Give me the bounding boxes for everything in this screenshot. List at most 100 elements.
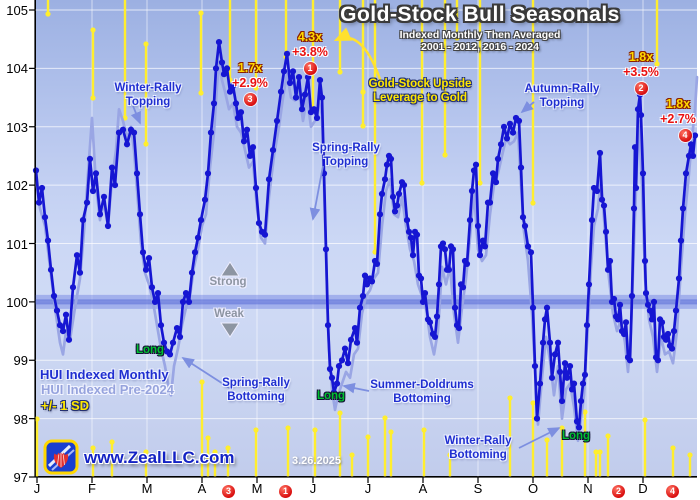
- data-point: [577, 398, 585, 405]
- data-point: [417, 275, 425, 282]
- data-point: [376, 211, 384, 218]
- data-point: [223, 65, 231, 72]
- sd-endpoint: [90, 95, 96, 101]
- data-point: [476, 252, 484, 259]
- data-point: [322, 246, 330, 253]
- data-point: [541, 316, 549, 323]
- data-point: [395, 190, 403, 197]
- weak-down-arrow-icon: [220, 322, 240, 338]
- sd-endpoint: [593, 449, 599, 455]
- data-point: [459, 284, 467, 291]
- leverage-arrow: [333, 27, 383, 83]
- sd-endpoint: [382, 415, 388, 421]
- data-point: [668, 345, 676, 352]
- data-point: [378, 190, 386, 197]
- data-point: [606, 257, 614, 265]
- data-point: [677, 237, 685, 244]
- data-point: [361, 272, 369, 279]
- data-point: [441, 246, 449, 253]
- data-point: [310, 106, 318, 113]
- data-point: [403, 217, 411, 224]
- data-point: [393, 202, 401, 209]
- data-point: [373, 260, 381, 267]
- sd-endpoint: [477, 180, 483, 186]
- data-point: [658, 319, 666, 326]
- data-point: [648, 316, 656, 323]
- data-point: [472, 161, 480, 168]
- data-point: [468, 187, 476, 195]
- data-point: [509, 129, 517, 136]
- data-point: [664, 330, 672, 338]
- data-point: [451, 304, 459, 311]
- sd-endpoint: [530, 400, 536, 406]
- series-hui-indexed-monthly: [34, 40, 697, 429]
- sd-endpoint: [687, 452, 693, 458]
- sd-endpoint: [447, 452, 453, 458]
- data-point: [556, 368, 564, 375]
- data-point: [670, 328, 678, 335]
- data-point: [104, 222, 112, 230]
- data-point: [368, 278, 376, 285]
- data-point: [136, 211, 144, 218]
- data-point: [419, 298, 427, 305]
- data-point: [215, 39, 223, 46]
- data-point: [588, 217, 596, 224]
- data-point: [433, 313, 441, 320]
- data-point: [389, 193, 397, 200]
- data-point: [204, 170, 212, 177]
- data-point: [210, 100, 218, 107]
- data-point: [333, 380, 341, 387]
- sd-endpoint: [442, 152, 448, 158]
- data-point: [405, 228, 413, 235]
- data-point: [554, 339, 562, 346]
- sd-endpoint: [109, 439, 115, 445]
- data-point: [455, 325, 463, 332]
- data-point: [119, 126, 127, 133]
- data-point: [536, 380, 544, 387]
- data-point: [38, 184, 46, 192]
- sd-endpoint: [253, 85, 259, 91]
- data-point: [73, 252, 81, 259]
- data-point: [185, 298, 193, 305]
- data-point: [387, 155, 395, 162]
- data-point: [255, 220, 263, 227]
- data-point: [53, 307, 61, 314]
- data-point: [561, 360, 569, 367]
- data-point: [212, 65, 220, 72]
- data-point: [548, 374, 556, 381]
- data-point: [439, 240, 447, 247]
- sd-endpoint: [605, 433, 611, 439]
- data-point: [593, 187, 601, 195]
- data-point: [602, 228, 610, 235]
- sd-endpoint: [654, 61, 660, 67]
- sd-endpoint: [90, 445, 96, 451]
- sd-endpoint: [421, 427, 427, 433]
- sd-endpoint: [337, 410, 343, 416]
- data-point: [65, 336, 73, 343]
- data-point: [318, 94, 326, 101]
- data-point: [634, 106, 642, 113]
- data-point: [519, 214, 527, 221]
- data-point: [301, 91, 309, 98]
- data-point: [470, 167, 478, 174]
- data-point: [641, 257, 649, 265]
- data-point: [679, 205, 687, 212]
- data-point: [517, 164, 525, 171]
- data-point: [240, 138, 248, 145]
- sd-endpoint: [143, 449, 149, 455]
- data-point: [413, 231, 421, 238]
- data-point: [111, 182, 119, 189]
- sd-endpoint: [205, 435, 211, 441]
- data-point: [234, 114, 242, 122]
- data-point: [497, 141, 505, 148]
- annotation-arrow: [130, 105, 141, 125]
- data-point: [154, 290, 162, 297]
- data-point: [521, 222, 529, 230]
- data-point: [283, 50, 291, 57]
- data-point: [642, 290, 650, 297]
- data-point: [551, 351, 559, 358]
- data-point: [600, 202, 608, 209]
- data-point: [409, 252, 417, 259]
- data-point: [637, 112, 645, 119]
